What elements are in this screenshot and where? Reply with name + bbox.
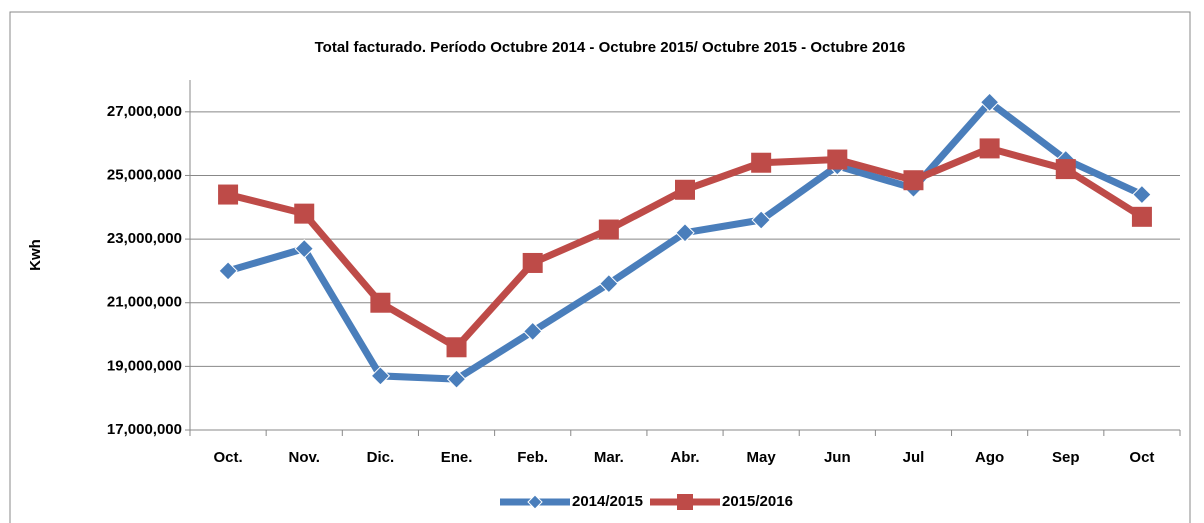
- point: [599, 273, 619, 294]
- point: [1132, 184, 1152, 205]
- point: [370, 366, 391, 386]
- point: [446, 369, 467, 389]
- point: [751, 210, 771, 230]
- point: [675, 179, 695, 200]
- x-tick-label: Feb.: [517, 449, 548, 466]
- y-axis-label: Kwh: [27, 239, 44, 271]
- point: [522, 321, 543, 342]
- point: [218, 184, 239, 205]
- point: [522, 252, 543, 273]
- point: [827, 149, 848, 170]
- point: [979, 138, 1000, 159]
- point: [218, 261, 238, 281]
- legend-label: 2015/2016: [722, 493, 793, 510]
- y-tick-label: 17,000,000: [107, 421, 182, 438]
- chart-title: Total facturado. Período Octubre 2014 - …: [315, 39, 906, 56]
- point: [294, 203, 315, 224]
- x-tick-label: Ago: [975, 449, 1004, 466]
- point: [294, 238, 314, 259]
- x-tick-label: Jul: [903, 449, 925, 466]
- point: [903, 170, 924, 191]
- x-tick-label: Dic.: [367, 449, 395, 466]
- y-tick-label: 19,000,000: [107, 357, 182, 374]
- legend-marker: [677, 494, 693, 510]
- point: [1131, 206, 1152, 227]
- chart-border: [9, 11, 1191, 523]
- point: [370, 292, 391, 313]
- y-tick-label: 23,000,000: [107, 230, 182, 247]
- point: [1055, 159, 1076, 180]
- x-tick-label: Abr.: [670, 449, 699, 466]
- x-tick-label: Jun: [824, 449, 851, 466]
- point: [675, 223, 695, 243]
- x-tick-label: Nov.: [289, 449, 320, 466]
- point: [598, 219, 619, 240]
- y-tick-label: 21,000,000: [107, 294, 182, 311]
- x-tick-label: Mar.: [594, 449, 624, 466]
- y-tick-label: 25,000,000: [107, 166, 182, 183]
- x-tick-label: Sep: [1052, 449, 1080, 466]
- x-tick-label: Oct.: [213, 449, 242, 466]
- legend-label: 2014/2015: [572, 493, 643, 510]
- y-tick-label: 27,000,000: [107, 103, 182, 120]
- legend-marker: [527, 494, 543, 510]
- point: [751, 152, 772, 173]
- x-tick-label: May: [747, 449, 777, 466]
- x-tick-label: Oct: [1129, 449, 1154, 466]
- point: [979, 92, 1000, 112]
- x-tick-label: Ene.: [441, 449, 473, 466]
- point: [446, 337, 467, 358]
